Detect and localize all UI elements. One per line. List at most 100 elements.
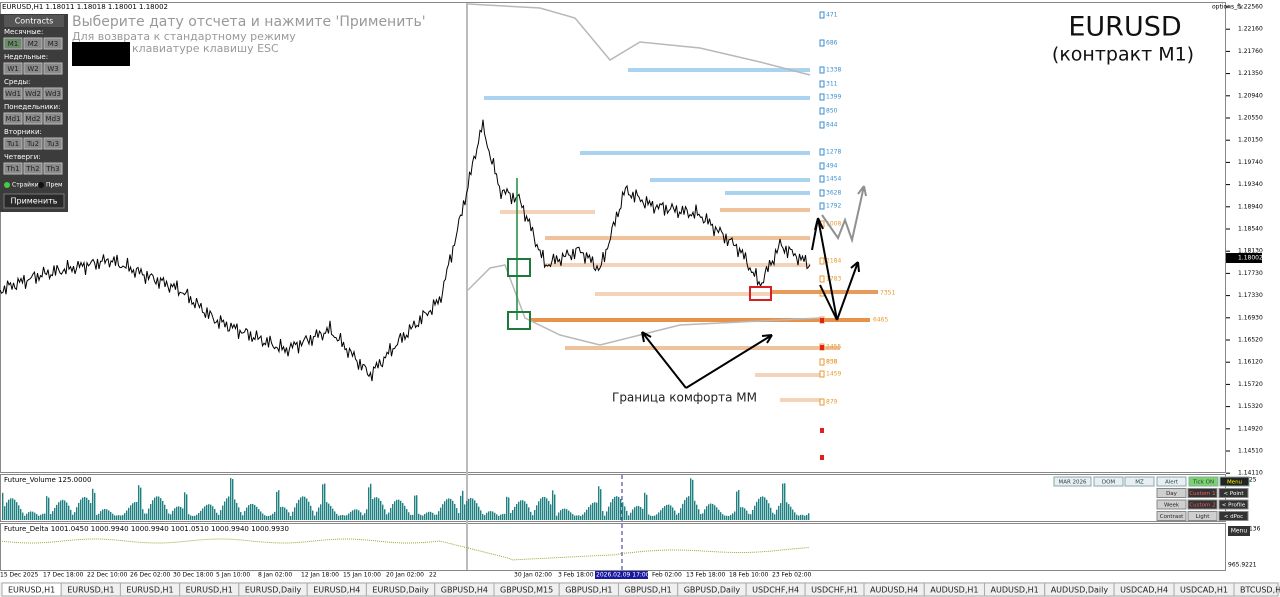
price-label: 1.16120 bbox=[1238, 359, 1263, 366]
contract-button[interactable] bbox=[3, 62, 23, 75]
pane-button-label[interactable]: Menu bbox=[1227, 480, 1242, 486]
contract-button-label[interactable]: Md1 bbox=[6, 115, 21, 123]
contract-button[interactable] bbox=[3, 112, 23, 125]
pane-button[interactable] bbox=[1156, 511, 1187, 521]
pane-button-label[interactable]: MAR 2026 bbox=[1058, 480, 1087, 486]
tab-label[interactable]: USDCHF,H4 bbox=[752, 586, 799, 595]
tab-label[interactable]: USDCAD,H1 bbox=[1180, 586, 1228, 595]
tab-label[interactable]: GBPUSD,H4 bbox=[441, 586, 488, 595]
contract-button-label[interactable]: Tu3 bbox=[46, 140, 59, 148]
contract-button-label[interactable]: Th3 bbox=[45, 165, 59, 173]
pane-button[interactable] bbox=[1156, 488, 1187, 498]
radio[interactable] bbox=[4, 182, 10, 188]
tab-label[interactable]: AUDUSD,H1 bbox=[990, 586, 1038, 595]
contract-button-label[interactable]: Md3 bbox=[46, 115, 61, 123]
tab-label[interactable]: EURUSD,H1 bbox=[186, 586, 233, 595]
pane-button[interactable] bbox=[1187, 511, 1218, 521]
tab-label[interactable]: USDCAD,H4 bbox=[1120, 586, 1168, 595]
pane-button-label[interactable]: Day bbox=[1166, 491, 1178, 497]
tab-label[interactable]: EURUSD,H1 bbox=[126, 586, 173, 595]
tab-label[interactable]: EURUSD,Daily bbox=[372, 586, 429, 595]
contract-button-label[interactable]: Wd2 bbox=[25, 90, 41, 98]
pane-button-label[interactable]: Tick ON bbox=[1192, 480, 1214, 486]
tab-label[interactable]: AUDUSD,H4 bbox=[870, 586, 918, 595]
pane-button-label[interactable]: Custom 1 bbox=[1189, 491, 1215, 497]
pane-button[interactable] bbox=[1188, 476, 1219, 487]
contract-button-label[interactable]: Tu1 bbox=[6, 140, 19, 148]
time-label: 2026.02.09 17:00 bbox=[596, 572, 650, 579]
contract-button-label[interactable]: Wd3 bbox=[45, 90, 61, 98]
contract-button[interactable] bbox=[23, 137, 43, 150]
radio[interactable] bbox=[38, 182, 44, 188]
pane-button[interactable] bbox=[1093, 476, 1124, 487]
menu-button[interactable] bbox=[1228, 526, 1250, 536]
contract-button[interactable] bbox=[23, 62, 43, 75]
tab-label[interactable]: EURUSD,H1 bbox=[8, 586, 55, 595]
contract-button[interactable] bbox=[3, 87, 23, 100]
contract-button-label[interactable]: W3 bbox=[47, 65, 58, 73]
apply-button[interactable] bbox=[3, 193, 65, 209]
contract-button-label[interactable]: Md2 bbox=[26, 115, 41, 123]
level-bar bbox=[720, 208, 810, 212]
pane-button[interactable] bbox=[1156, 476, 1187, 487]
radio-label[interactable]: Страйки bbox=[12, 182, 39, 189]
contract-button[interactable] bbox=[43, 137, 63, 150]
pane-button[interactable] bbox=[1124, 476, 1155, 487]
pane-button-label[interactable]: < Point bbox=[1223, 491, 1244, 497]
tab-label[interactable]: AUDUSD,Daily bbox=[1051, 586, 1109, 595]
contract-button[interactable] bbox=[43, 112, 63, 125]
contract-button-label[interactable]: M2 bbox=[28, 40, 39, 48]
tab-label[interactable]: EURUSD,Daily bbox=[245, 586, 302, 595]
pane-button-label[interactable]: Light bbox=[1196, 514, 1211, 520]
contract-button-label[interactable]: Th2 bbox=[25, 165, 39, 173]
tab-label[interactable]: GBPUSD,H1 bbox=[624, 586, 671, 595]
contract-button[interactable] bbox=[23, 87, 43, 100]
pane-button[interactable] bbox=[1156, 499, 1187, 510]
contract-button-label[interactable]: Wd1 bbox=[5, 90, 21, 98]
pane-button-label[interactable]: Contrast bbox=[1160, 514, 1184, 520]
contract-button-label[interactable]: Tu2 bbox=[26, 140, 39, 148]
pane-button[interactable] bbox=[1219, 476, 1250, 487]
tab-label[interactable]: GBPUSD,Daily bbox=[684, 586, 741, 595]
contract-button[interactable] bbox=[3, 37, 23, 50]
pane-button[interactable] bbox=[1187, 488, 1218, 498]
contract-button-label[interactable]: Th1 bbox=[5, 165, 19, 173]
contract-button[interactable] bbox=[3, 162, 23, 175]
contract-button-label[interactable]: M1 bbox=[8, 40, 19, 48]
pane-button[interactable] bbox=[1218, 511, 1249, 521]
radio-label[interactable]: Прем bbox=[46, 182, 63, 189]
tab-label[interactable]: USDCHF,H1 bbox=[811, 586, 858, 595]
pane-button-label[interactable]: Custom 2 bbox=[1189, 503, 1215, 509]
menu-label[interactable]: Menu bbox=[1231, 528, 1248, 535]
tab[interactable] bbox=[1233, 582, 1279, 597]
tab-label[interactable]: GBPUSD,M15 bbox=[500, 586, 553, 595]
contract-button[interactable] bbox=[43, 62, 63, 75]
tab-label[interactable]: EURUSD,H4 bbox=[313, 586, 360, 595]
contract-button-label[interactable]: W2 bbox=[27, 65, 38, 73]
contract-button[interactable] bbox=[3, 137, 23, 150]
pane-button[interactable] bbox=[1053, 476, 1092, 487]
contract-button-label[interactable]: W1 bbox=[7, 65, 18, 73]
pane-button-label[interactable]: Alert bbox=[1165, 480, 1179, 486]
tab-label[interactable]: BTCUSD,H4 bbox=[1240, 586, 1280, 595]
contract-button-label[interactable]: M3 bbox=[48, 40, 59, 48]
pane-button[interactable] bbox=[1187, 499, 1218, 510]
tab-label[interactable]: EURUSD,H1 bbox=[67, 586, 114, 595]
tab-label[interactable]: AUDUSD,H1 bbox=[930, 586, 978, 595]
contract-button[interactable] bbox=[43, 87, 63, 100]
pane-button[interactable] bbox=[1218, 499, 1249, 510]
contract-button[interactable] bbox=[23, 112, 43, 125]
contract-button[interactable] bbox=[43, 162, 63, 175]
pane-button-label[interactable]: < dPoc bbox=[1224, 514, 1243, 520]
contract-button[interactable] bbox=[23, 37, 43, 50]
pane-button-label[interactable]: Week bbox=[1164, 503, 1180, 509]
apply-label[interactable]: Применить bbox=[10, 197, 57, 206]
pane-button[interactable] bbox=[1218, 488, 1249, 498]
contract-button[interactable] bbox=[43, 37, 63, 50]
contract-button[interactable] bbox=[23, 162, 43, 175]
pane-button-label[interactable]: < Profile bbox=[1222, 503, 1246, 509]
pane-button-label[interactable]: MZ bbox=[1135, 480, 1144, 486]
pane-button-label[interactable]: DOM bbox=[1102, 480, 1116, 486]
tab-label[interactable]: GBPUSD,H1 bbox=[565, 586, 612, 595]
volume-bar bbox=[522, 500, 524, 520]
